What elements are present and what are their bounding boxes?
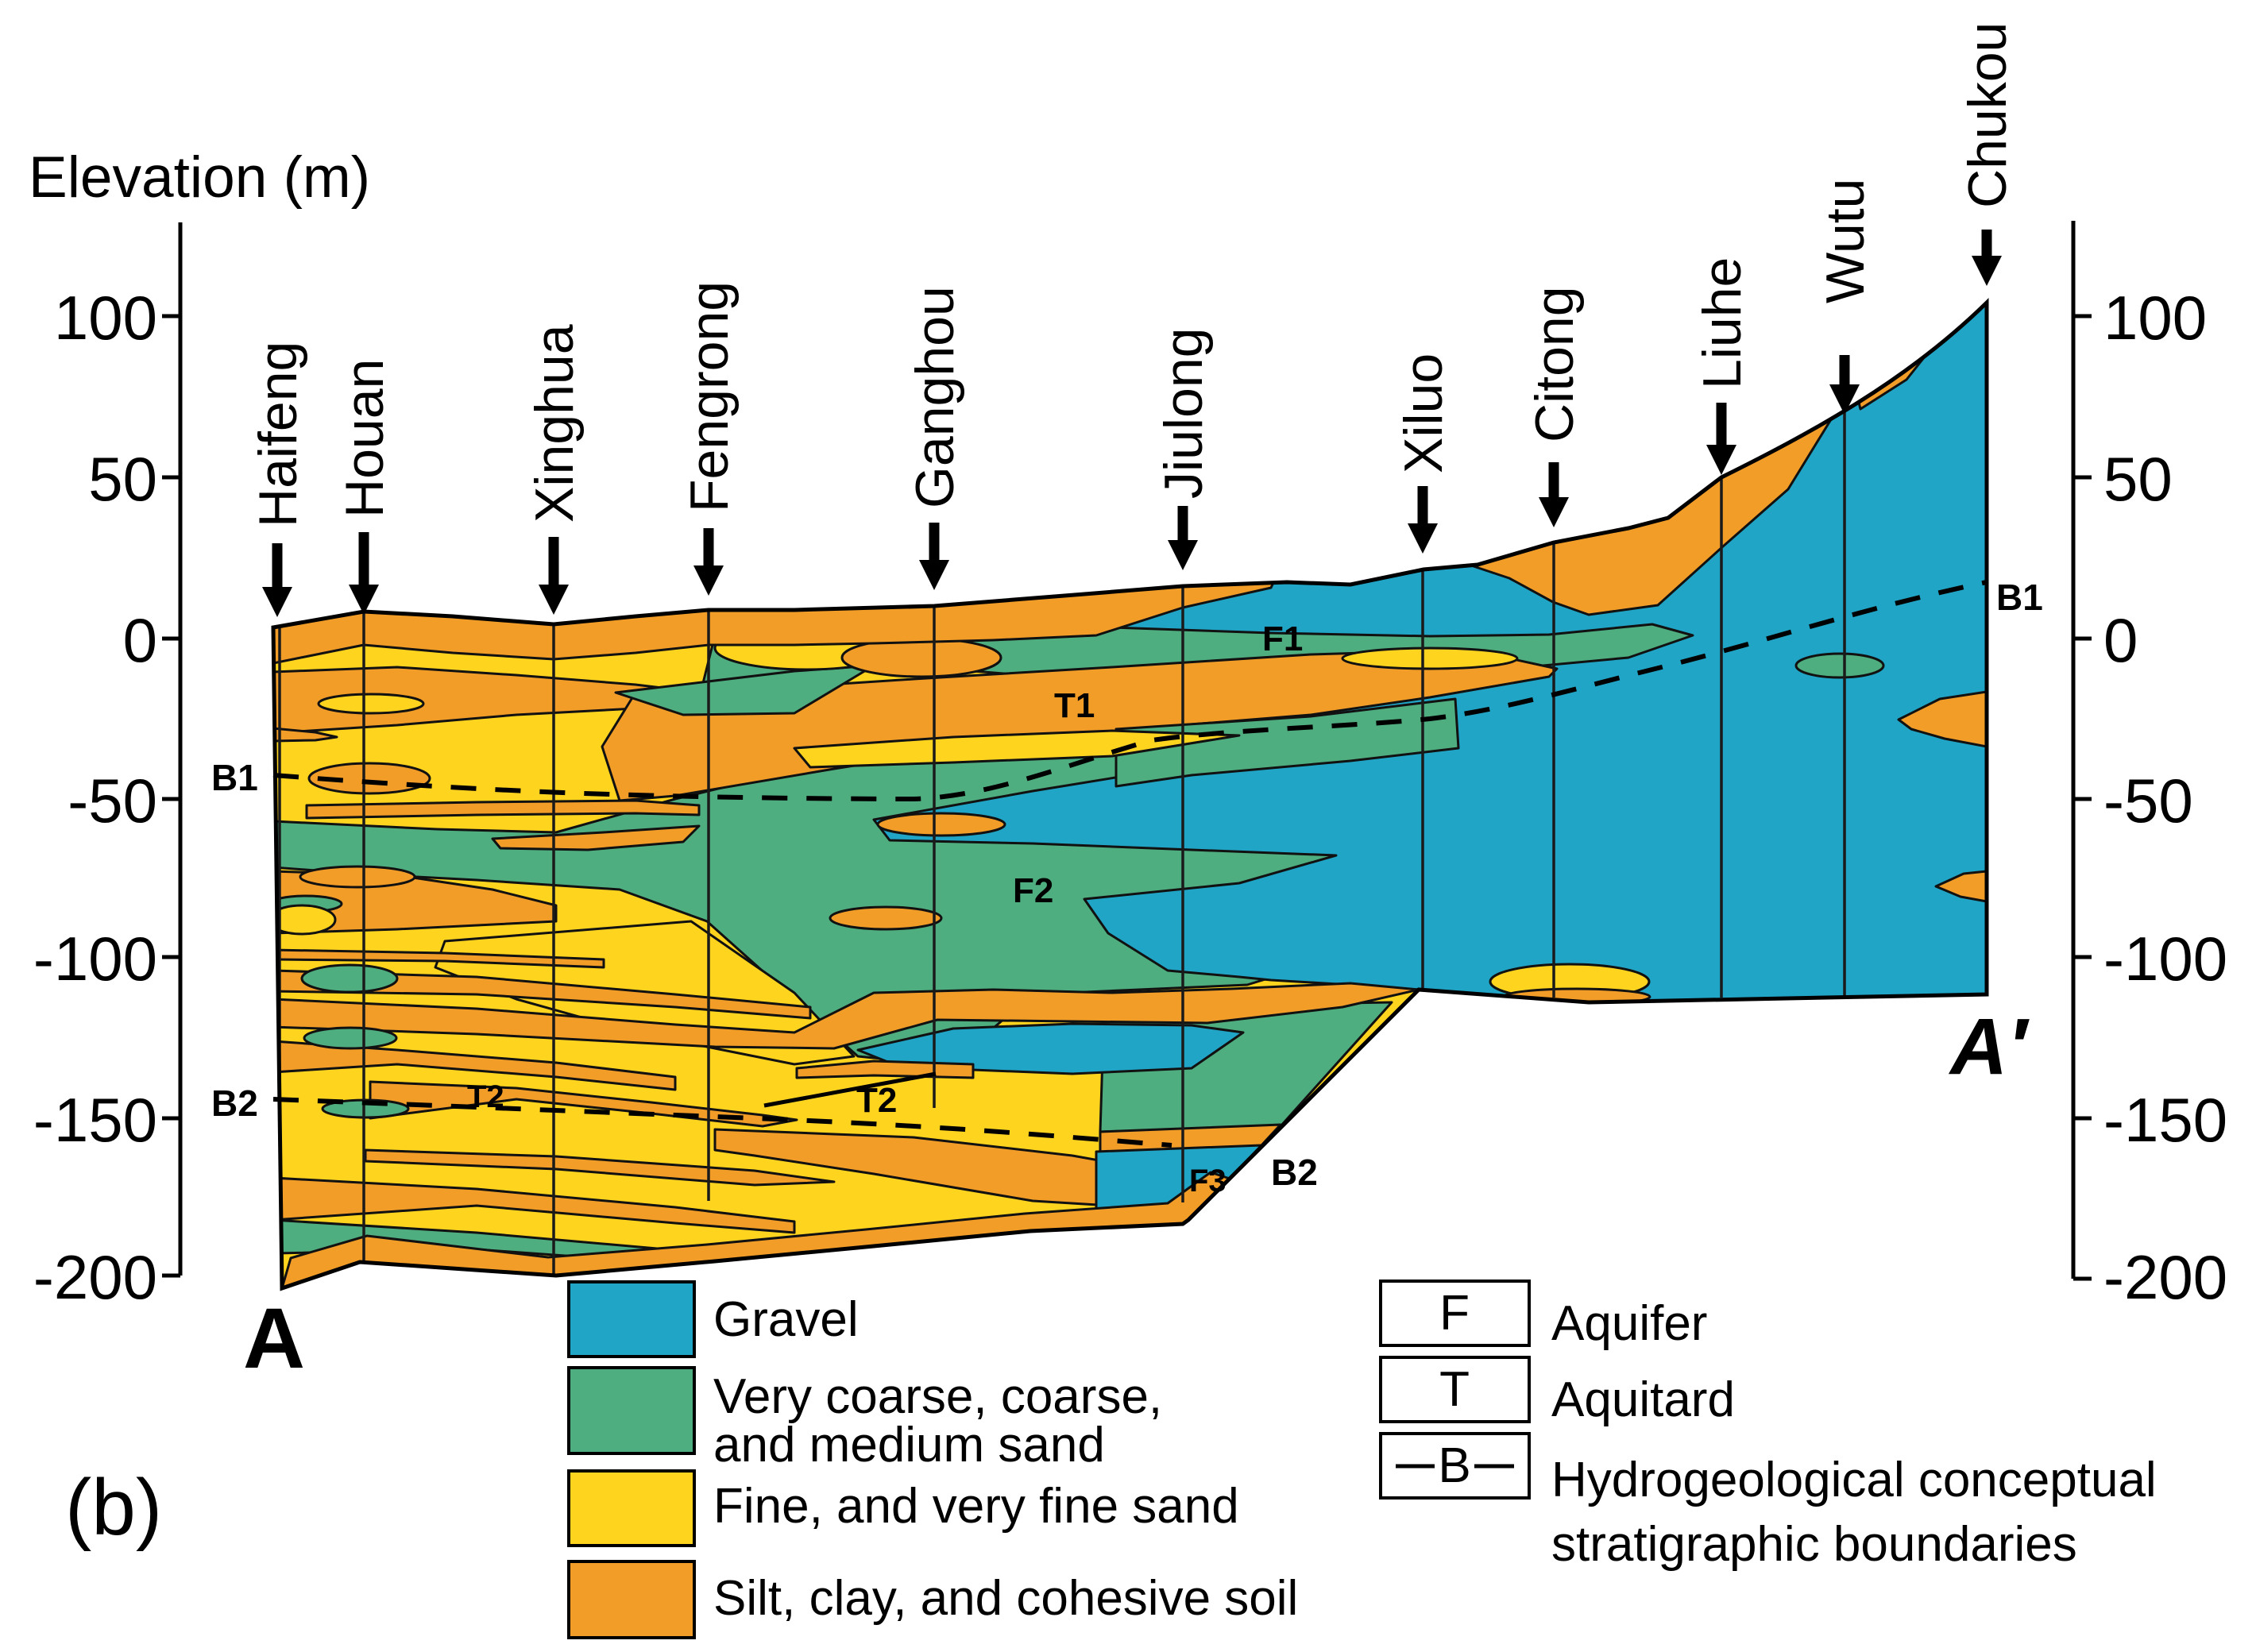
svg-text:-150: -150 bbox=[33, 1085, 157, 1155]
svg-text:Chukou: Chukou bbox=[1957, 22, 2018, 208]
svg-text:Hydrogeological conceptual: Hydrogeological conceptual bbox=[1551, 1453, 2157, 1507]
svg-text:Aquifer: Aquifer bbox=[1551, 1296, 1707, 1351]
svg-text:stratigraphic boundaries: stratigraphic boundaries bbox=[1551, 1517, 2077, 1572]
svg-text:F1: F1 bbox=[1262, 620, 1303, 658]
svg-text:A: A bbox=[243, 1290, 305, 1386]
svg-text:and medium sand: and medium sand bbox=[713, 1418, 1105, 1473]
svg-text:50: 50 bbox=[88, 444, 157, 514]
svg-text:B1: B1 bbox=[211, 757, 258, 798]
svg-text:Liuhe: Liuhe bbox=[1692, 257, 1752, 389]
svg-text:T: T bbox=[1439, 1362, 1470, 1417]
svg-text:F: F bbox=[1439, 1286, 1470, 1341]
svg-text:Elevation (m): Elevation (m) bbox=[29, 145, 370, 210]
svg-text:Xiluo: Xiluo bbox=[1393, 353, 1454, 473]
svg-text:B2: B2 bbox=[1271, 1152, 1318, 1193]
svg-text:Houan: Houan bbox=[334, 359, 395, 518]
svg-text:Gravel: Gravel bbox=[713, 1292, 859, 1347]
svg-text:Jiulong: Jiulong bbox=[1153, 328, 1214, 500]
svg-text:Very coarse, coarse,: Very coarse, coarse, bbox=[713, 1369, 1162, 1424]
svg-text:Xinghua: Xinghua bbox=[524, 324, 585, 523]
svg-text:Silt, clay, and cohesive soil: Silt, clay, and cohesive soil bbox=[713, 1571, 1298, 1626]
svg-text:F3: F3 bbox=[1189, 1164, 1227, 1198]
svg-text:T2: T2 bbox=[856, 1081, 897, 1120]
svg-text:50: 50 bbox=[2103, 444, 2173, 514]
svg-text:B2: B2 bbox=[211, 1083, 258, 1124]
svg-text:100: 100 bbox=[54, 283, 157, 353]
svg-text:-200: -200 bbox=[2103, 1242, 2227, 1312]
svg-text:B1: B1 bbox=[1996, 577, 2043, 618]
svg-text:0: 0 bbox=[123, 605, 157, 675]
svg-text:T1: T1 bbox=[1054, 686, 1095, 725]
svg-text:-200: -200 bbox=[33, 1242, 157, 1312]
svg-text:-50: -50 bbox=[68, 766, 157, 836]
svg-text:0: 0 bbox=[2103, 605, 2138, 675]
svg-text:Wutu: Wutu bbox=[1815, 179, 1875, 303]
svg-text:Haifeng: Haifeng bbox=[248, 342, 308, 527]
svg-text:Aquitard: Aquitard bbox=[1551, 1372, 1735, 1427]
svg-text:A′: A′ bbox=[1948, 1002, 2030, 1091]
svg-text:-150: -150 bbox=[2103, 1085, 2227, 1155]
svg-text:Fine, and very fine sand: Fine, and very fine sand bbox=[713, 1479, 1239, 1534]
svg-text:Fengrong: Fengrong bbox=[679, 281, 740, 512]
svg-text:-50: -50 bbox=[2103, 766, 2193, 836]
svg-text:F2: F2 bbox=[1013, 871, 1053, 910]
svg-text:-100: -100 bbox=[2103, 924, 2227, 994]
svg-text:(b): (b) bbox=[65, 1463, 162, 1552]
svg-text:B: B bbox=[1438, 1438, 1470, 1493]
svg-text:-100: -100 bbox=[33, 924, 157, 994]
svg-text:Ganghou: Ganghou bbox=[905, 286, 965, 508]
svg-text:T2: T2 bbox=[467, 1079, 504, 1114]
svg-text:Citong: Citong bbox=[1524, 286, 1585, 442]
svg-text:100: 100 bbox=[2103, 283, 2207, 353]
